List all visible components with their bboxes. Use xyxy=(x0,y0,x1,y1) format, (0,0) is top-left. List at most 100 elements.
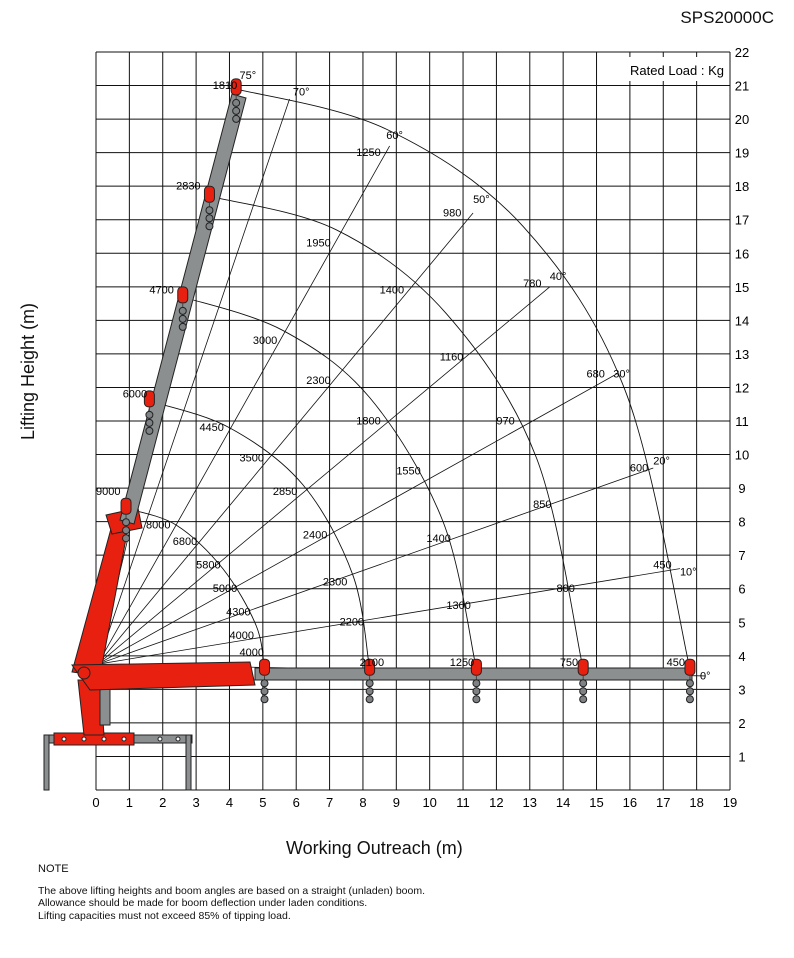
load-label: 4300 xyxy=(226,607,250,619)
load-label: 1950 xyxy=(306,238,330,250)
hook-block xyxy=(232,106,241,115)
y-tick-label: 11 xyxy=(735,414,749,429)
y-tick-label: 2 xyxy=(738,716,745,731)
hook-block xyxy=(685,687,694,696)
load-label: 1250 xyxy=(450,657,474,669)
x-tick-label: 4 xyxy=(226,795,233,810)
hook-block xyxy=(122,534,131,543)
load-label: 800 xyxy=(556,583,574,595)
load-label: 1160 xyxy=(440,352,464,364)
load-label: 60° xyxy=(386,130,403,142)
load-label: 1810 xyxy=(213,80,237,92)
x-tick-label: 9 xyxy=(393,795,400,810)
load-label: 1250 xyxy=(356,147,380,159)
hook-block xyxy=(472,687,481,696)
hook-head xyxy=(177,286,189,304)
reach-arcs xyxy=(125,88,691,670)
hook-block xyxy=(472,695,481,704)
reach-arc xyxy=(149,400,371,670)
x-tick-label: 10 xyxy=(422,795,436,810)
load-label: 980 xyxy=(443,207,461,219)
load-label: 9000 xyxy=(96,486,120,498)
y-tick-label: 20 xyxy=(735,112,749,127)
x-tick-label: 5 xyxy=(259,795,266,810)
load-label: 8000 xyxy=(146,519,170,531)
angle-line xyxy=(97,212,474,665)
boom-pivot xyxy=(77,666,91,680)
x-tick-label: 16 xyxy=(623,795,637,810)
x-tick-label: 0 xyxy=(92,795,99,810)
angle-line xyxy=(97,373,617,665)
note-heading: NOTE xyxy=(38,863,69,875)
notes: NOTE The above lifting heights and boom … xyxy=(38,863,425,922)
crane-base xyxy=(43,732,193,791)
load-label: 2300 xyxy=(323,576,347,588)
hook-block xyxy=(685,695,694,704)
load-label: 780 xyxy=(523,278,541,290)
load-label: 2200 xyxy=(340,617,364,629)
hook-head xyxy=(259,658,271,676)
hook-block xyxy=(365,687,374,696)
boom-angle-lines xyxy=(97,88,705,677)
hook-block xyxy=(205,222,214,231)
note-line: The above lifting heights and boom angle… xyxy=(38,884,426,897)
load-label: 4000 xyxy=(239,647,263,659)
reach-arc xyxy=(125,507,265,670)
x-tick-label: 3 xyxy=(192,795,199,810)
hook-block xyxy=(365,695,374,704)
x-tick-label: 6 xyxy=(293,795,300,810)
hook-block xyxy=(260,679,269,688)
y-tick-label: 7 xyxy=(738,548,745,563)
load-label: 50° xyxy=(473,194,490,206)
y-tick-label: 10 xyxy=(735,448,749,463)
hook-block xyxy=(579,679,588,688)
hook-block xyxy=(178,314,187,323)
load-label: 1400 xyxy=(426,533,450,545)
load-label: 970 xyxy=(496,415,514,427)
angle-line xyxy=(97,286,551,665)
crane-ram xyxy=(99,684,111,726)
angle-line xyxy=(97,98,290,665)
load-label: 70° xyxy=(293,87,310,99)
load-label: 1550 xyxy=(396,466,420,478)
hook-block xyxy=(232,114,241,123)
y-tick-label: 6 xyxy=(738,582,745,597)
y-tick-label: 8 xyxy=(738,515,745,530)
y-tick-label: 16 xyxy=(735,246,749,261)
legend: Rated Load : Kg xyxy=(628,57,726,81)
hook-block xyxy=(232,98,241,107)
load-label: 750 xyxy=(560,657,578,669)
load-label: 6000 xyxy=(123,389,147,401)
x-tick-label: 19 xyxy=(723,795,737,810)
load-label: 3500 xyxy=(239,452,263,464)
hook-block xyxy=(205,206,214,215)
load-label: 10° xyxy=(680,566,697,578)
hook-block xyxy=(145,410,154,419)
hook-block xyxy=(178,322,187,331)
load-label: 850 xyxy=(533,499,551,511)
load-label: 20° xyxy=(653,456,670,468)
y-tick-label: 18 xyxy=(735,179,749,194)
load-label: 4450 xyxy=(199,422,223,434)
y-tick-label: 12 xyxy=(735,380,749,395)
hook-block xyxy=(365,679,374,688)
angle-line xyxy=(97,467,654,665)
load-label: 4000 xyxy=(229,630,253,642)
load-label: 2830 xyxy=(176,181,200,193)
load-label: 600 xyxy=(630,462,648,474)
load-label: 3000 xyxy=(253,335,277,347)
inner-boom-horizontal xyxy=(71,661,256,691)
x-tick-label: 8 xyxy=(359,795,366,810)
hook-head xyxy=(120,497,132,515)
hook-block xyxy=(122,518,131,527)
y-tick-label: 19 xyxy=(735,146,749,161)
x-tick-label: 7 xyxy=(326,795,333,810)
load-label: 2300 xyxy=(306,375,330,387)
hook-block xyxy=(685,679,694,688)
x-tick-label: 17 xyxy=(656,795,670,810)
load-label: 40° xyxy=(550,271,567,283)
x-tick-label: 12 xyxy=(489,795,503,810)
hook-blocks xyxy=(120,78,696,704)
